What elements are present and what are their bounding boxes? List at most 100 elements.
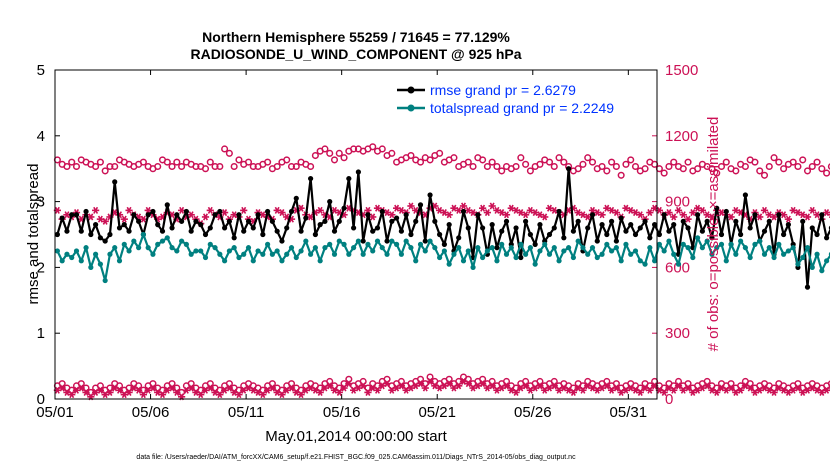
totalspread-point [709,251,715,257]
totalspread-point [661,248,667,254]
obs-assimilated-core [710,388,714,392]
rmse-point [112,179,118,185]
totalspread-point [441,248,447,254]
rmse-point [231,235,237,241]
rmse-point [819,212,825,218]
rmse-point [709,235,715,241]
obs-assimilated-point [92,206,100,214]
obs-assimilated-point [459,202,468,210]
totalspread-point [518,241,524,247]
obs-assimilated-core [399,384,403,388]
obs-assimilated-core [743,213,747,217]
obs-possible-point [173,158,181,166]
obs-assimilated-core [657,208,661,212]
totalspread-point [250,258,256,264]
obs-assimilated-point [144,206,152,214]
totalspread-point [599,251,605,257]
obs-assimilated-core [141,393,145,397]
obs-assimilated-core [141,217,145,221]
obs-assimilated-point [488,382,496,390]
rmse-point [647,235,653,241]
obs-assimilated-core [318,391,322,394]
obs-assimilated-core [481,382,485,386]
obs-assimilated-core [591,386,594,390]
obs-possible-point [512,162,520,171]
rmse-point [785,222,791,228]
obs-assimilated-core [591,208,594,212]
plot-frame [54,69,658,400]
obs-assimilated-point [670,386,678,394]
obs-assimilated-core [347,382,351,386]
obs-possible-point [326,149,334,157]
obs-assimilated-core [653,384,657,388]
rmse-point [183,208,189,215]
obs-assimilated-point [612,209,620,217]
totalspread-point [308,251,314,257]
obs-possible-point [717,162,726,171]
totalspread-point [785,248,791,254]
rmse-point [575,218,581,224]
totalspread-point [188,251,194,257]
obs-assimilated-core [318,208,322,212]
legend-rmse-label: rmse grand pr = 2.6279 [430,82,576,98]
totalspread-point [503,251,510,257]
rmse-point [513,225,519,231]
obs-assimilated-point [197,391,205,399]
totalspread-point [417,241,424,247]
obs-possible-point [96,158,104,166]
obs-assimilated-core [786,391,790,394]
obs-assimilated-core [376,206,379,210]
obs-possible-point [741,162,749,171]
obs-assimilated-core [294,391,298,394]
totalspread-point [126,248,132,254]
obs-assimilated-core [452,206,456,210]
rmse-point [613,238,619,244]
obs-assimilated-core [705,213,709,217]
legend-spread-marker [407,104,415,112]
totalspread-point [274,248,280,254]
rmse-point [59,215,65,221]
obs-assimilated-point [684,384,692,392]
obs-assimilated-core [127,391,131,394]
obs-assimilated-core [782,213,786,217]
obs-assimilated-core [763,208,766,212]
totalspread-point [245,245,252,251]
rmse-point [207,225,213,231]
totalspread-point [795,261,801,267]
obs-assimilated-core [576,211,580,214]
obs-possible-point [603,167,611,175]
rmse-point [589,212,596,218]
totalspread-point [819,268,825,274]
obs-assimilated-core [395,206,399,210]
rmse-point [699,228,705,234]
totalspread-point [93,251,99,257]
obs-assimilated-core [810,386,814,390]
obs-assimilated-core [796,386,800,390]
obs-assimilated-point [636,211,644,219]
y-tick-label-left: 3 [37,194,45,211]
obs-assimilated-core [385,382,389,386]
obs-assimilated-core [681,388,685,392]
obs-assimilated-core [791,208,795,212]
obs-assimilated-core [285,388,289,392]
obs-assimilated-point [249,386,257,394]
rmse-point [599,222,605,228]
rmse-point [198,222,204,228]
totalspread-point [446,261,452,267]
rmse-point [656,231,662,238]
rmse-point [64,228,70,234]
obs-possible-point [221,145,229,153]
obs-assimilated-core [734,391,738,394]
obs-assimilated-point [287,384,296,392]
totalspread-point [542,241,548,247]
obs-assimilated-point [393,204,401,212]
obs-assimilated-core [242,208,246,212]
rmse-point [336,218,342,224]
obs-assimilated-core [232,213,236,217]
rmse-point [222,225,228,231]
obs-assimilated-core [165,388,169,392]
obs-assimilated-core [638,391,642,394]
obs-assimilated-point [703,382,711,390]
obs-assimilated-core [55,388,59,392]
totalspread-point [804,245,811,251]
